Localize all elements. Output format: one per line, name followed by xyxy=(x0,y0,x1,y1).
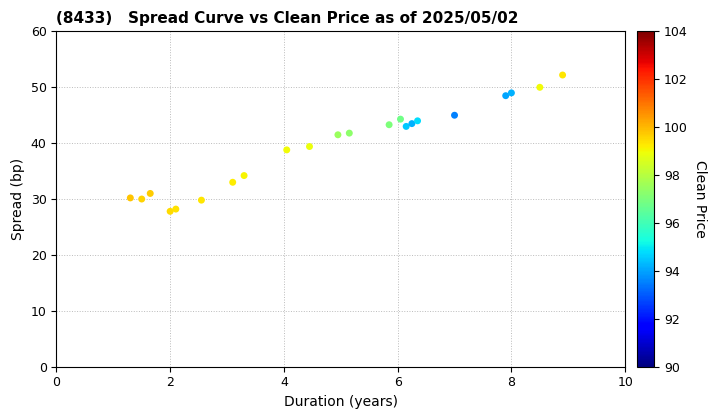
Point xyxy=(136,196,148,202)
Point xyxy=(196,197,207,204)
Point xyxy=(343,130,355,136)
Point xyxy=(557,72,568,79)
Point xyxy=(383,121,395,128)
Point xyxy=(145,190,156,197)
Point xyxy=(505,89,517,96)
Point xyxy=(406,120,418,127)
Point xyxy=(395,116,406,123)
Point xyxy=(281,147,292,153)
Point xyxy=(412,118,423,124)
Y-axis label: Clean Price: Clean Price xyxy=(693,160,707,238)
Point xyxy=(164,208,176,215)
Point xyxy=(304,143,315,150)
Point xyxy=(332,131,343,138)
Y-axis label: Spread (bp): Spread (bp) xyxy=(11,158,25,240)
X-axis label: Duration (years): Duration (years) xyxy=(284,395,397,409)
Point xyxy=(449,112,460,118)
Point xyxy=(125,194,136,201)
Point xyxy=(227,179,238,186)
Point xyxy=(534,84,546,91)
Text: (8433)   Spread Curve vs Clean Price as of 2025/05/02: (8433) Spread Curve vs Clean Price as of… xyxy=(56,11,519,26)
Point xyxy=(400,123,412,130)
Point xyxy=(238,172,250,179)
Point xyxy=(170,206,181,213)
Point xyxy=(500,92,511,99)
